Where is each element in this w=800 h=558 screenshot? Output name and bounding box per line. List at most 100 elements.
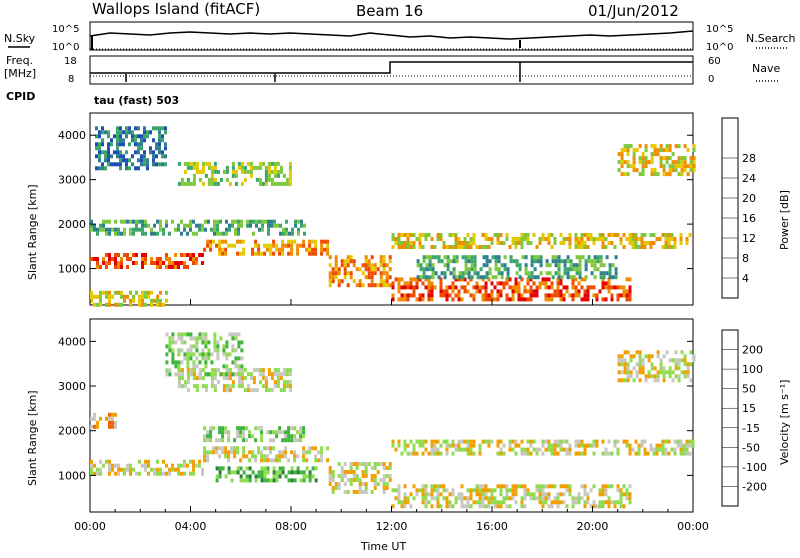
velocity-cell — [626, 350, 630, 355]
power-cell — [228, 223, 231, 228]
velocity-cell — [90, 416, 93, 421]
velocity-cell — [469, 488, 473, 493]
power-cell — [592, 237, 596, 241]
velocity-cell — [287, 426, 291, 431]
velocity-cell — [231, 336, 235, 341]
power-cell — [140, 134, 143, 139]
power-cell — [586, 233, 590, 237]
power-cell — [168, 261, 171, 265]
velocity-cell — [451, 443, 455, 448]
power-cell — [631, 233, 635, 237]
velocity-cell — [361, 462, 365, 466]
velocity-cell — [511, 439, 515, 444]
power-cell — [140, 162, 143, 167]
power-cell — [574, 293, 578, 298]
power-cell — [632, 160, 636, 165]
noise-tick-top-left: 10^5 — [52, 24, 79, 35]
power-cell — [149, 146, 152, 151]
power-cell — [234, 173, 238, 178]
velocity-cell — [204, 332, 208, 337]
velocity-cell — [616, 447, 620, 452]
velocity-cell — [290, 426, 294, 431]
power-cell — [161, 126, 164, 131]
velocity-cell — [361, 490, 365, 494]
power-cell — [267, 169, 271, 174]
velocity-colorbar-frame — [721, 329, 739, 507]
power-cell — [589, 285, 593, 290]
velocity-cell — [90, 471, 93, 476]
power-cell — [464, 267, 468, 272]
power-cell — [186, 265, 189, 269]
velocity-cell — [96, 424, 99, 429]
power-cell — [273, 223, 276, 228]
power-cell — [117, 302, 120, 307]
velocity-cell — [337, 486, 341, 490]
velocity-cell — [682, 443, 686, 448]
power-cell — [578, 267, 582, 272]
power-cell — [132, 294, 135, 299]
power-cell — [290, 247, 294, 252]
power-cell — [415, 277, 419, 282]
power-cell — [156, 257, 159, 261]
velocity-cell — [346, 478, 350, 482]
velocity-cell — [445, 443, 449, 448]
velocity-colorbar-label-5: -50 — [742, 441, 760, 454]
velocity-cell — [305, 458, 309, 463]
velocity-cell — [266, 466, 270, 471]
power-cell — [134, 126, 137, 131]
power-cell — [490, 293, 494, 298]
power-cell — [215, 243, 219, 248]
velocity-ytick-label-1: 2000 — [58, 425, 86, 438]
velocity-cell — [445, 447, 449, 452]
velocity-cell — [496, 504, 500, 509]
power-cell — [628, 241, 632, 245]
power-cell — [484, 237, 488, 241]
power-cell — [677, 144, 681, 149]
power-cell — [102, 257, 105, 261]
velocity-cell — [171, 332, 175, 337]
velocity-cell — [269, 430, 273, 435]
power-cell — [577, 293, 581, 298]
velocity-cell — [225, 384, 229, 389]
velocity-cell — [249, 372, 253, 377]
velocity-cell — [637, 443, 641, 448]
power-cell — [469, 293, 473, 298]
velocity-cell — [234, 356, 238, 361]
power-cell — [96, 265, 99, 269]
power-cell — [544, 277, 548, 282]
power-cell — [144, 219, 147, 224]
power-cell — [174, 227, 177, 232]
power-cell — [95, 146, 98, 151]
velocity-cell — [674, 366, 678, 371]
velocity-cell — [281, 430, 285, 435]
velocity-cell — [373, 466, 377, 470]
velocity-cell — [270, 376, 274, 381]
velocity-cell — [287, 470, 291, 475]
velocity-cell — [248, 450, 252, 455]
power-cell — [113, 150, 116, 155]
power-cell — [131, 134, 134, 139]
power-cell — [373, 271, 377, 276]
velocity-cell — [177, 372, 181, 377]
velocity-cell — [364, 466, 368, 470]
velocity-cell — [658, 443, 662, 448]
velocity-cell — [671, 370, 675, 375]
velocity-cell — [433, 439, 437, 444]
velocity-cell — [689, 378, 693, 383]
velocity-cell — [129, 467, 132, 472]
power-colorbar-frame — [721, 117, 739, 299]
velocity-cell — [626, 378, 630, 383]
power-cell — [659, 148, 663, 153]
power-cell — [125, 166, 128, 171]
velocity-cell — [114, 420, 117, 425]
power-cell — [288, 173, 292, 178]
power-cell — [161, 134, 164, 139]
velocity-cell — [102, 463, 105, 468]
power-cell — [569, 275, 573, 280]
velocity-cell — [349, 478, 353, 482]
power-cell — [457, 293, 461, 298]
velocity-cell — [671, 358, 675, 363]
power-cell — [452, 267, 456, 272]
velocity-cell — [641, 370, 645, 375]
power-cell — [186, 177, 190, 182]
